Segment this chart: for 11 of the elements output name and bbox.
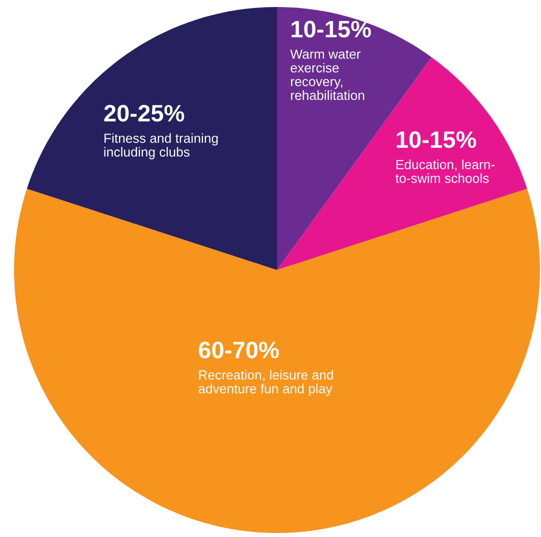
pie-slice bbox=[26, 7, 277, 270]
pie-slice bbox=[14, 188, 540, 533]
data-label: 10-15% bbox=[292, 20, 371, 38]
slice-label: Fitness and training including clubs bbox=[104, 133, 218, 160]
slice-label: Education, learn- to-swim schools bbox=[396, 160, 495, 183]
slice-label: Recreation, leisure and adventure fun and play bbox=[198, 370, 333, 396]
slice-label: Warm water exercise recovery, rehabilitation bbox=[290, 50, 364, 100]
data-label: 60-70% bbox=[198, 342, 279, 358]
data-label: 10-15% bbox=[396, 131, 476, 148]
data-label: 20-25% bbox=[104, 104, 184, 122]
pie-slice bbox=[277, 57, 528, 270]
